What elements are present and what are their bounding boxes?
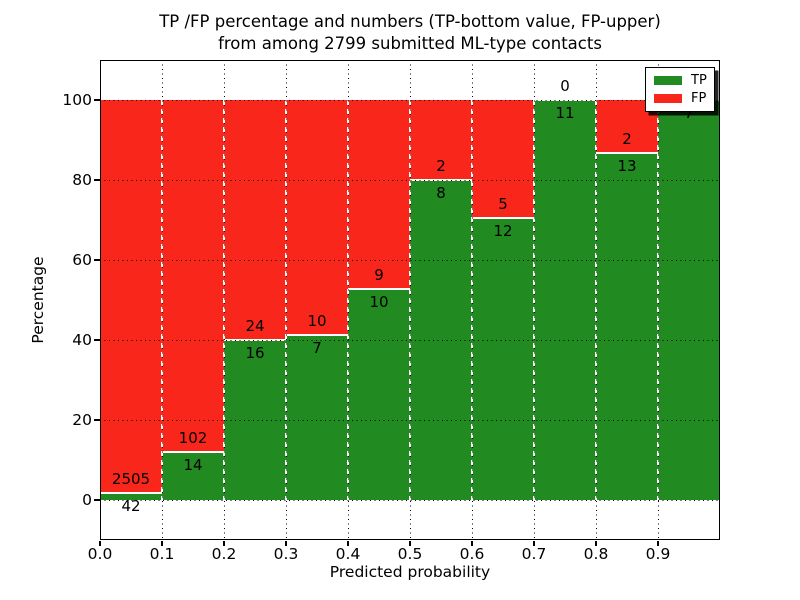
tp-count-label: 16 xyxy=(245,344,265,362)
x-tick-label: 0.8 xyxy=(583,545,609,563)
fp-count-label: 24 xyxy=(245,317,265,335)
segment-boundary-line xyxy=(472,216,534,219)
v-gridline xyxy=(348,60,350,540)
tp-bar-segment xyxy=(658,100,720,500)
x-tick-label: 0.0 xyxy=(87,545,113,563)
fp-count-label: 0 xyxy=(560,77,570,95)
fp-count-label: 5 xyxy=(498,194,508,213)
fp-bar-segment xyxy=(162,100,224,452)
x-tick-mark xyxy=(595,541,597,546)
x-tick-mark xyxy=(657,541,659,546)
plot-area: 2505421021424161079102851201121307 xyxy=(100,60,720,540)
y-tick-mark xyxy=(94,419,100,421)
chart-title-line2: from among 2799 submitted ML-type contac… xyxy=(218,34,602,53)
fp-bar-segment xyxy=(472,100,534,218)
x-tick-mark xyxy=(223,541,225,546)
x-tick-mark xyxy=(409,541,411,546)
legend-item-fp: FP xyxy=(654,91,714,106)
legend: TP FP xyxy=(645,67,715,112)
fp-count-label: 2505 xyxy=(111,470,151,489)
tp-count-label: 8 xyxy=(436,184,446,202)
legend-item-tp: TP xyxy=(654,73,714,88)
x-tick-mark xyxy=(99,541,101,546)
v-gridline xyxy=(658,60,660,540)
segment-boundary-line xyxy=(100,492,162,495)
fp-bar-segment xyxy=(410,100,472,180)
fp-bar-segment xyxy=(224,100,286,340)
v-gridline xyxy=(472,60,474,540)
fp-bar-segment xyxy=(286,100,348,336)
tp-bar-segment xyxy=(162,451,224,500)
x-tick-mark xyxy=(471,541,473,546)
y-tick-mark xyxy=(94,179,100,181)
segment-boundary-line xyxy=(596,152,658,155)
segment-boundary-line xyxy=(162,450,224,453)
y-tick-label: 0 xyxy=(82,491,92,509)
y-tick-label: 60 xyxy=(72,251,92,269)
x-tick-mark xyxy=(161,541,163,546)
tp-count-label: 13 xyxy=(617,157,637,176)
y-tick-label: 100 xyxy=(62,91,92,109)
x-tick-label: 0.3 xyxy=(273,545,299,563)
tp-count-label: 42 xyxy=(121,497,141,516)
y-tick-mark xyxy=(94,339,100,341)
tp-count-label: 7 xyxy=(312,339,322,358)
x-tick-label: 0.2 xyxy=(211,545,237,563)
tp-bar-segment xyxy=(100,493,162,500)
x-tick-label: 0.1 xyxy=(149,545,175,563)
tp-count-label: 14 xyxy=(183,455,203,474)
v-gridline xyxy=(224,60,226,540)
tp-count-label: 11 xyxy=(555,104,575,122)
tp-swatch-icon xyxy=(654,75,682,85)
fp-bar-segment xyxy=(100,100,162,494)
fp-count-label: 9 xyxy=(374,266,384,285)
fp-count-label: 2 xyxy=(436,157,446,175)
x-tick-label: 0.5 xyxy=(397,545,423,563)
v-gridline xyxy=(596,60,598,540)
y-tick-label: 20 xyxy=(72,411,92,429)
y-tick-label: 40 xyxy=(72,331,92,349)
x-tick-mark xyxy=(533,541,535,546)
tp-bar-segment xyxy=(348,289,410,500)
x-tick-label: 0.6 xyxy=(459,545,485,563)
tp-count-label: 12 xyxy=(493,221,513,240)
fp-count-label: 2 xyxy=(622,130,632,149)
y-tick-mark xyxy=(94,259,100,261)
legend-label-fp: FP xyxy=(691,91,707,107)
tp-bar-segment xyxy=(286,335,348,500)
fp-bar-segment xyxy=(348,100,410,290)
tp-count-label: 7 xyxy=(684,104,694,122)
fp-count-label: 102 xyxy=(178,428,208,447)
legend-label-tp: TP xyxy=(691,72,707,88)
y-axis-label: Percentage xyxy=(29,256,47,344)
fp-count-label: 10 xyxy=(307,312,327,331)
x-tick-mark xyxy=(285,541,287,546)
v-gridline xyxy=(162,60,164,540)
tp-count-label: 10 xyxy=(369,293,389,312)
v-gridline xyxy=(534,60,536,540)
x-axis-label: Predicted probability xyxy=(329,563,491,581)
v-gridline xyxy=(286,60,288,540)
tp-bar-segment xyxy=(534,100,596,500)
x-tick-mark xyxy=(347,541,349,546)
x-tick-label: 0.4 xyxy=(335,545,361,563)
y-tick-label: 80 xyxy=(72,171,92,189)
tp-bar-segment xyxy=(596,153,658,500)
v-gridline xyxy=(410,60,412,540)
segment-boundary-line xyxy=(286,334,348,337)
y-tick-mark xyxy=(94,499,100,501)
y-tick-mark xyxy=(94,99,100,101)
fp-swatch-icon xyxy=(654,94,682,104)
chart-title-line1: TP /FP percentage and numbers (TP-bottom… xyxy=(159,12,661,31)
x-tick-label: 0.7 xyxy=(521,545,547,563)
chart-title: TP /FP percentage and numbers (TP-bottom… xyxy=(110,11,710,55)
x-tick-label: 0.9 xyxy=(645,545,671,563)
tp-bar-segment xyxy=(472,217,534,500)
segment-boundary-line xyxy=(348,288,410,291)
